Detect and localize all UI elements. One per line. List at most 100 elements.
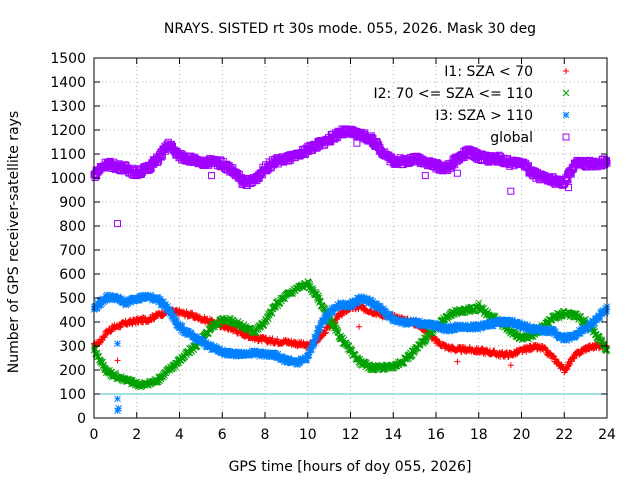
data-point: [491, 347, 498, 354]
data-point: [552, 355, 559, 362]
y-tick-label: 1400: [50, 75, 86, 91]
data-point: [421, 323, 429, 330]
y-tick-label: 800: [59, 219, 86, 235]
data-point: [441, 327, 448, 334]
data-point: [538, 324, 546, 332]
x-axis-label: GPS time [hours of doy 055, 2026]: [229, 459, 472, 475]
data-point: [568, 358, 575, 365]
data-point: [333, 304, 341, 312]
data-point: [401, 316, 408, 324]
y-tick-label: 300: [59, 339, 86, 355]
y-tick-label: 600: [59, 267, 86, 283]
x-tick-labels: 0 2 4 6 8 10 12 14 16 18 20 22 24: [90, 427, 616, 443]
data-point: [207, 341, 215, 349]
data-point: [321, 318, 329, 325]
x-tick-label: 24: [598, 427, 616, 443]
data-point: [380, 305, 387, 312]
y-tick-label: 1300: [50, 99, 86, 115]
series-3: [90, 291, 611, 415]
data-point: [451, 326, 459, 333]
data-point: [593, 316, 601, 324]
data-point: [584, 326, 592, 333]
data-point: [567, 170, 575, 178]
data-point: [598, 336, 606, 344]
data-point: [545, 329, 553, 337]
data-point: [117, 323, 124, 330]
data-point: [305, 351, 313, 359]
data-point: [464, 322, 472, 329]
data-point: [213, 343, 220, 351]
y-tick-label: 900: [59, 195, 86, 211]
data-point: [338, 312, 345, 319]
outlier-point: [114, 220, 122, 228]
y-tick-labels: 0 100 200 300 400 500 600 700 800 900 1000 1100 1200…: [50, 51, 86, 427]
data-point: [269, 335, 276, 342]
data-point: [315, 292, 322, 300]
data-point: [314, 330, 321, 337]
outlier-point: [565, 184, 573, 192]
y-tick-label: 400: [59, 315, 86, 331]
data-point: [178, 323, 186, 330]
x-tick-label: 18: [470, 427, 488, 443]
y-axis-label: Number of GPS receiver-satellite rays: [6, 111, 22, 373]
data-point: [181, 326, 189, 334]
legend-label: I1: SZA < 70: [444, 64, 533, 80]
data-point: [309, 342, 317, 350]
data-point: [316, 326, 323, 333]
data-point: [332, 324, 340, 332]
data-point: [249, 351, 257, 359]
outlier-point: [114, 357, 121, 364]
data-point: [318, 333, 325, 340]
y-tick-label: 1000: [50, 171, 86, 187]
data-point: [520, 325, 527, 332]
data-point: [367, 297, 375, 304]
outlier-point: [353, 139, 361, 147]
data-point: [369, 298, 377, 305]
data-point: [274, 336, 281, 343]
data-point: [127, 299, 135, 306]
legend-marker: [563, 68, 569, 74]
legend: I1: SZA < 70 I2: 70 <= SZA <= 110 I3: SZA …: [373, 64, 570, 146]
data-point: [561, 335, 569, 343]
data-point: [557, 312, 564, 320]
x-tick-label: 2: [132, 427, 141, 443]
data-point: [582, 327, 589, 334]
data-point: [216, 345, 223, 352]
data-point: [170, 312, 177, 320]
y-tick-label: 1500: [50, 51, 86, 67]
data-point: [602, 157, 610, 165]
series-4: [90, 125, 611, 228]
y-tick-label: 100: [59, 387, 86, 403]
outlier-point: [507, 187, 515, 195]
data-point: [377, 303, 384, 310]
data-point: [274, 350, 282, 358]
data-point: [454, 321, 461, 328]
data-point: [308, 345, 315, 353]
y-tick-label: 1200: [50, 123, 86, 139]
data-point: [106, 293, 114, 300]
y-tick-label: 0: [77, 411, 86, 427]
legend-marker: [562, 111, 570, 119]
data-point: [164, 302, 172, 310]
outlier-point: [475, 299, 483, 307]
data-point: [210, 342, 218, 350]
data-point: [514, 323, 522, 331]
data-point: [322, 329, 329, 336]
data-point: [601, 159, 609, 167]
data-point: [168, 309, 176, 317]
data-point: [603, 307, 610, 315]
data-point: [552, 328, 560, 336]
data-point: [324, 312, 332, 320]
data-point: [231, 348, 239, 356]
legend-label: I3: SZA > 110: [435, 108, 533, 124]
x-tick-label: 10: [299, 427, 317, 443]
legend-marker: [562, 89, 570, 97]
y-tick-label: 1100: [50, 147, 86, 163]
legend-marker: [562, 133, 570, 141]
data-point: [472, 321, 479, 329]
data-point: [346, 303, 354, 311]
data-point: [312, 334, 320, 341]
x-tick-label: 6: [218, 427, 227, 443]
outlier-point: [208, 172, 216, 180]
